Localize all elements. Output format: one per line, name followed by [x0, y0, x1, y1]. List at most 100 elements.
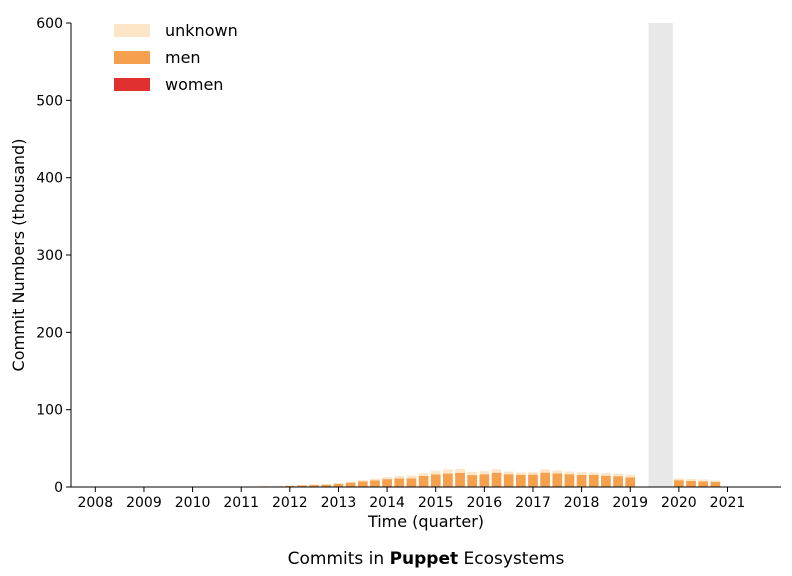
x-tick-label-2008: 2008: [77, 495, 113, 511]
bar-unknown-25: [540, 469, 551, 473]
bar-men-35: [698, 481, 709, 487]
bar-unknown-26: [552, 470, 563, 474]
bar-unknown-13: [394, 476, 405, 479]
bar-men-27: [564, 474, 575, 487]
bar-men-13: [394, 478, 405, 487]
bar-unknown-16: [430, 470, 441, 475]
y-axis-title: Commit Numbers (thousand): [9, 139, 28, 372]
legend-label-unknown: unknown: [165, 21, 238, 40]
bar-men-33: [674, 480, 684, 487]
x-tick-label-2021: 2021: [710, 495, 746, 511]
bar-men-24: [528, 474, 538, 487]
chart-caption: Commits in Puppet Ecosystems: [288, 549, 565, 569]
bar-unknown-2: [260, 486, 271, 487]
x-tick-label-2014: 2014: [369, 495, 405, 511]
x-tick-label-2018: 2018: [564, 495, 600, 511]
bar-unknown-22: [503, 471, 514, 475]
bar-unknown-30: [601, 473, 611, 476]
y-tick-label-200: 200: [36, 325, 63, 341]
bar-men-28: [576, 474, 587, 487]
bar-unknown-21: [491, 469, 502, 473]
bar-men-11: [370, 480, 380, 487]
bar-men-32: [625, 477, 636, 487]
bar-men-9: [345, 482, 356, 487]
x-axis-title: Time (quarter): [367, 512, 484, 531]
x-tick-label-2009: 2009: [126, 495, 162, 511]
bar-unknown-27: [564, 471, 575, 475]
caption-suffix: Ecosystems: [458, 549, 564, 569]
bar-men-4: [284, 485, 295, 487]
bar-unknown-4: [284, 485, 295, 486]
x-tick-label-2011: 2011: [223, 495, 259, 511]
bar-men-36: [710, 481, 721, 487]
bar-men-23: [515, 475, 526, 487]
x-tick-label-2012: 2012: [272, 495, 308, 511]
bar-men-17: [443, 473, 453, 487]
bar-men-34: [686, 480, 696, 487]
legend-label-men: men: [165, 48, 201, 67]
bar-unknown-12: [382, 477, 392, 480]
y-tick-label-100: 100: [36, 403, 63, 419]
y-tick-label-600: 600: [36, 16, 63, 32]
bar-men-30: [601, 475, 611, 487]
bar-unknown-28: [576, 472, 587, 475]
y-tick-label-500: 500: [36, 93, 63, 109]
bar-men-20: [479, 474, 490, 487]
legend-swatch-women: [114, 78, 150, 91]
bar-men-22: [503, 474, 514, 487]
x-tick-label-2015: 2015: [418, 495, 454, 511]
bar-unknown-6: [309, 484, 320, 486]
legend-label-women: women: [165, 75, 223, 94]
caption-prefix: Commits in: [288, 549, 390, 569]
y-tick-label-400: 400: [36, 171, 63, 187]
bar-men-19: [467, 475, 478, 487]
bar-men-15: [418, 475, 429, 487]
legend-swatch-unknown: [114, 24, 150, 37]
bar-unknown-36: [710, 480, 721, 482]
bar-men-12: [382, 479, 392, 487]
bar-unknown-8: [333, 482, 344, 484]
x-tick-label-2017: 2017: [515, 495, 551, 511]
bar-unknown-32: [625, 474, 636, 478]
bar-unknown-15: [418, 473, 429, 476]
legend: unknown men women: [114, 21, 238, 94]
bar-unknown-23: [515, 472, 526, 476]
bar-unknown-19: [467, 471, 478, 476]
bar-men-16: [430, 474, 441, 487]
bar-unknown-35: [698, 479, 709, 482]
caption-ecosystem-name: Puppet: [390, 549, 459, 569]
legend-swatch-men: [114, 51, 150, 64]
x-tick-label-2013: 2013: [321, 495, 357, 511]
bar-unknown-9: [345, 481, 356, 483]
bar-unknown-10: [357, 480, 368, 482]
bar-men-7: [321, 484, 332, 487]
bar-men-8: [333, 483, 344, 487]
bar-unknown-34: [686, 479, 696, 481]
bar-men-25: [540, 472, 551, 487]
missing-data-band: [648, 23, 673, 487]
x-tick-label-2020: 2020: [661, 495, 697, 511]
bar-men-29: [588, 474, 599, 487]
y-tick-label-300: 300: [36, 248, 63, 264]
bar-unknown-29: [588, 472, 599, 475]
bar-men-18: [455, 472, 465, 487]
bar-unknown-14: [406, 475, 417, 479]
bar-unknown-11: [370, 478, 380, 481]
bar-unknown-20: [479, 471, 490, 475]
x-tick-label-2016: 2016: [467, 495, 503, 511]
bar-men-14: [406, 478, 417, 487]
bar-unknown-33: [674, 478, 684, 481]
bar-unknown-31: [613, 473, 623, 477]
x-tick-label-2019: 2019: [612, 495, 648, 511]
y-tick-label-0: 0: [54, 480, 63, 496]
bar-men-10: [357, 481, 368, 487]
bar-men-21: [491, 472, 502, 487]
bar-men-26: [552, 473, 563, 487]
bar-unknown-5: [297, 484, 307, 486]
bar-unknown-17: [443, 469, 453, 474]
bar-men-6: [309, 485, 320, 487]
bar-unknown-24: [528, 471, 538, 475]
bar-unknown-7: [321, 483, 332, 485]
bar-men-31: [613, 476, 623, 487]
